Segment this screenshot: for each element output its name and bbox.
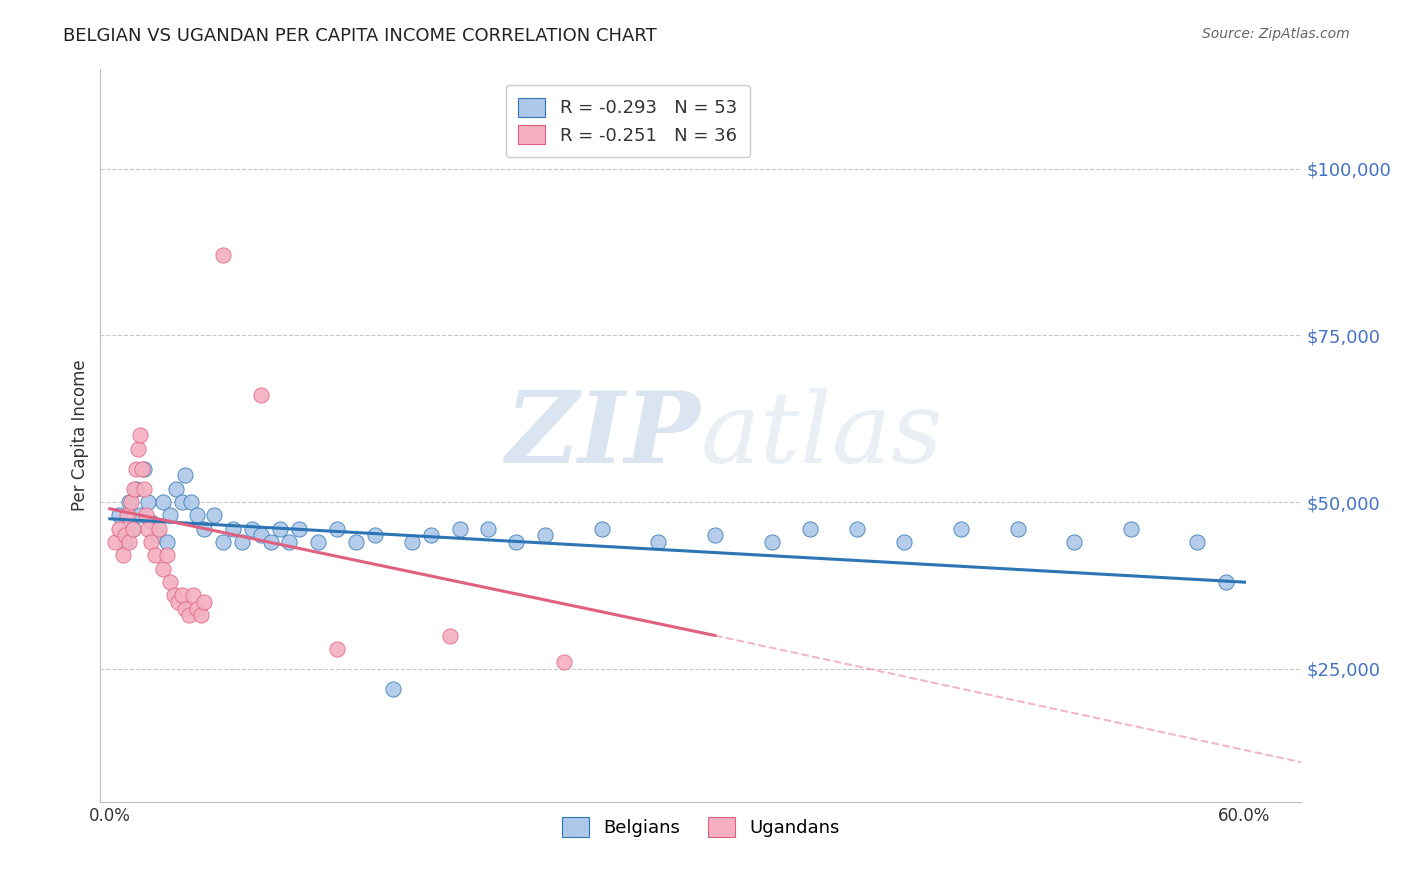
Point (174, 468, 197, 483)
Point (278, 535, 301, 549)
Point (146, 528, 169, 542)
Legend: Belgians, Ugandans: Belgians, Ugandans (555, 810, 846, 845)
Point (269, 522, 291, 536)
Text: ZIP: ZIP (506, 387, 700, 483)
Point (125, 482, 148, 496)
Point (553, 655, 575, 669)
Point (212, 248, 235, 262)
Point (799, 522, 821, 536)
Point (114, 535, 136, 549)
Point (163, 589, 186, 603)
Point (401, 535, 423, 549)
Point (326, 522, 349, 536)
Point (1063, 535, 1085, 549)
Point (181, 589, 204, 603)
Point (186, 602, 208, 616)
Point (1187, 535, 1209, 549)
Point (477, 522, 499, 536)
Point (439, 628, 461, 642)
Point (449, 522, 471, 536)
Point (141, 515, 163, 529)
Point (129, 508, 152, 523)
Point (647, 535, 669, 549)
Point (202, 508, 225, 523)
Point (212, 535, 235, 549)
Point (170, 589, 193, 603)
Point (893, 535, 915, 549)
Point (108, 522, 131, 536)
Point (179, 608, 201, 623)
Point (129, 428, 152, 442)
Point (231, 535, 253, 549)
Point (190, 608, 212, 623)
Point (135, 508, 157, 523)
Point (259, 535, 281, 549)
Point (193, 522, 215, 536)
Point (118, 535, 141, 549)
Point (108, 508, 131, 523)
Point (121, 522, 143, 536)
Point (132, 482, 155, 496)
Text: BELGIAN VS UGANDAN PER CAPITA INCOME CORRELATION CHART: BELGIAN VS UGANDAN PER CAPITA INCOME COR… (63, 27, 657, 45)
Point (505, 535, 527, 549)
Point (193, 595, 215, 609)
Point (131, 462, 153, 476)
Text: atlas: atlas (700, 388, 943, 483)
Point (180, 495, 202, 509)
Point (167, 595, 190, 609)
Point (115, 508, 138, 523)
Point (307, 535, 329, 549)
Point (240, 522, 263, 536)
Point (363, 528, 385, 542)
Point (155, 549, 177, 563)
Point (136, 495, 159, 509)
Point (250, 528, 273, 542)
Point (127, 442, 149, 456)
Point (148, 522, 170, 536)
Point (222, 522, 245, 536)
Point (186, 508, 208, 523)
Point (112, 549, 135, 563)
Point (1007, 522, 1029, 536)
Point (136, 522, 159, 536)
Point (141, 535, 163, 549)
Point (533, 528, 555, 542)
Point (949, 522, 972, 536)
Point (155, 535, 177, 549)
Point (104, 535, 127, 549)
Point (132, 462, 155, 476)
Point (152, 495, 174, 509)
Point (326, 641, 349, 656)
Point (420, 528, 443, 542)
Point (121, 522, 143, 536)
Text: Source: ZipAtlas.com: Source: ZipAtlas.com (1202, 27, 1350, 41)
Point (120, 495, 142, 509)
Point (152, 562, 174, 576)
Point (124, 482, 146, 496)
Point (591, 522, 613, 536)
Point (845, 522, 868, 536)
Point (165, 482, 187, 496)
Point (125, 462, 148, 476)
Point (704, 528, 727, 542)
Point (159, 508, 181, 523)
Point (250, 388, 273, 402)
Point (174, 602, 197, 616)
Point (1215, 575, 1237, 590)
Point (143, 549, 166, 563)
Point (382, 681, 405, 696)
Point (159, 575, 181, 590)
Point (344, 535, 367, 549)
Point (114, 528, 136, 542)
Point (288, 522, 311, 536)
Point (170, 495, 193, 509)
Y-axis label: Per Capita Income: Per Capita Income (72, 359, 89, 511)
Point (118, 495, 141, 509)
Point (761, 535, 783, 549)
Point (1119, 522, 1142, 536)
